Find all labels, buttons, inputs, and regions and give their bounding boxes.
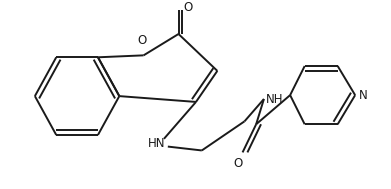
- Text: NH: NH: [266, 93, 283, 105]
- Text: O: O: [233, 157, 242, 170]
- Text: O: O: [183, 1, 193, 14]
- Text: O: O: [137, 34, 146, 47]
- Text: N: N: [359, 89, 368, 102]
- Text: HN: HN: [147, 137, 165, 150]
